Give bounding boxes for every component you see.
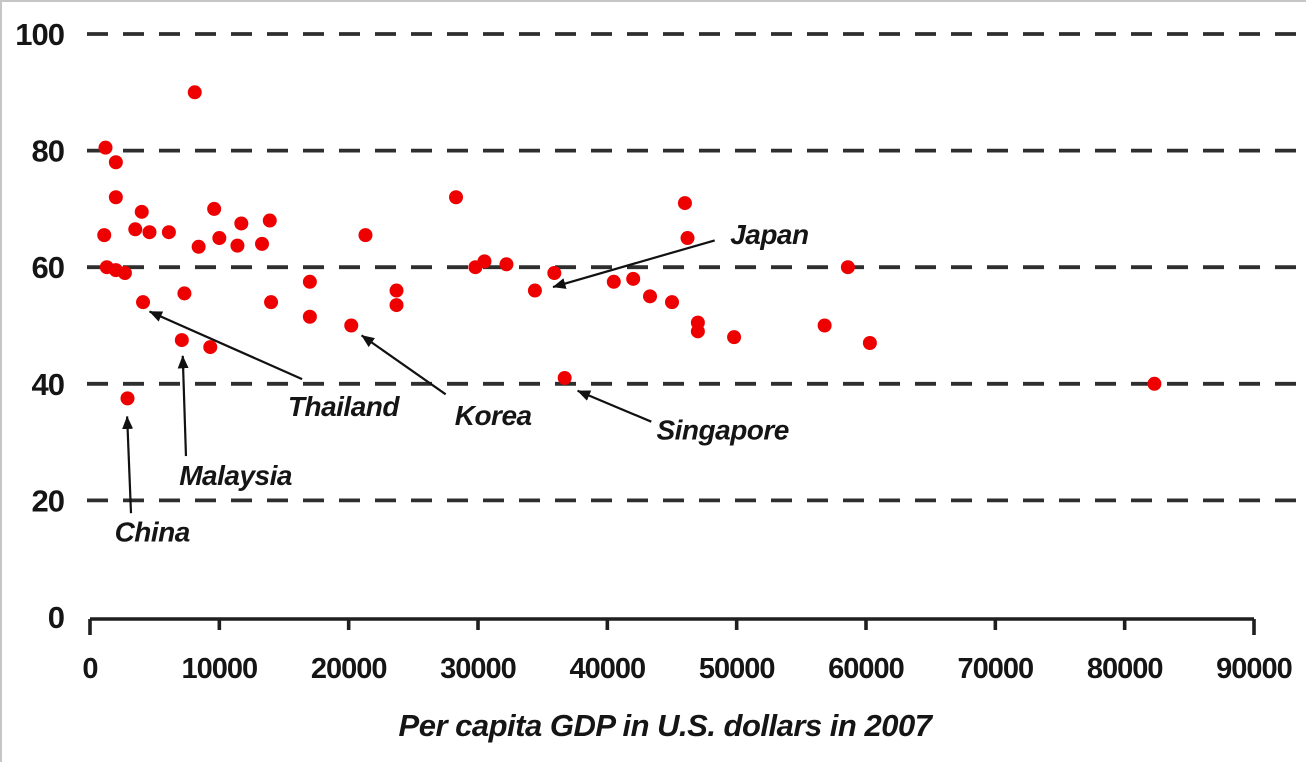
data-point-7: [128, 222, 143, 237]
y-tick-label-80: 80: [32, 134, 64, 169]
data-point-21: [136, 295, 151, 310]
data-point-8: [142, 225, 157, 240]
data-point-33: [477, 254, 492, 269]
data-point-4: [207, 201, 222, 216]
data-point-22: [264, 295, 279, 310]
x-tick-label-40000: 40000: [570, 653, 646, 685]
data-point-50: [1147, 376, 1162, 391]
data-point-29: [174, 333, 189, 348]
data-point-43: [680, 231, 695, 246]
y-tick-label-40: 40: [32, 367, 64, 402]
annotation-label-thailand: Thailand: [288, 391, 401, 422]
data-point-47: [817, 318, 832, 333]
data-point-3: [134, 204, 149, 219]
x-tick-label-70000: 70000: [958, 653, 1034, 685]
data-point-40: [643, 289, 658, 304]
data-point-2: [108, 190, 123, 205]
data-point-42: [677, 196, 692, 211]
annotation-arrows: [122, 239, 715, 514]
x-tick-label-30000: 30000: [440, 653, 516, 685]
x-tick-label-0: 0: [82, 653, 97, 685]
data-point-35: [527, 283, 542, 298]
annotation-labels: Japan Thailand Korea Singapore Malaysia China: [115, 219, 810, 547]
annotation-arrow-malaysia: [177, 355, 189, 457]
annotation-arrow-japan: [552, 239, 715, 289]
x-axis-title: Per capita GDP in U.S. dollars in 2007: [399, 708, 934, 743]
axes-group: 0 20 40 60 80 100 0 10000 20000 30000 40000 50000 60…: [15, 17, 1293, 685]
data-point-6: [97, 228, 112, 243]
x-tick-label-50000: 50000: [699, 653, 775, 685]
annotation-label-korea: Korea: [455, 400, 532, 431]
data-point-10: [234, 216, 249, 231]
gridlines-group: [87, 32, 1300, 503]
data-point-49: [862, 335, 877, 350]
data-point-27: [389, 298, 404, 313]
data-point-19: [117, 266, 132, 281]
data-point-39: [626, 271, 641, 286]
data-point-16: [358, 228, 373, 243]
data-point-12: [212, 231, 227, 246]
data-point-5: [187, 85, 202, 100]
data-point-30: [203, 340, 218, 355]
data-point-20: [177, 286, 192, 301]
annotation-arrow-korea: [360, 334, 447, 396]
annotation-label-singapore: Singapore: [656, 414, 788, 445]
annotation-label-japan: Japan: [730, 219, 808, 250]
y-tick-label-0: 0: [48, 600, 64, 635]
data-point-45: [690, 324, 705, 339]
data-point-28: [120, 391, 135, 406]
data-point-25: [344, 318, 359, 333]
data-point-46: [727, 330, 742, 345]
annotation-label-china: China: [115, 516, 190, 547]
y-tick-label-60: 60: [32, 250, 64, 285]
data-point-15: [255, 236, 270, 251]
data-point-37: [557, 370, 572, 385]
data-point-24: [302, 309, 317, 324]
data-point-48: [840, 260, 855, 275]
annotation-arrow-thailand: [149, 310, 303, 381]
data-point-14: [230, 238, 245, 253]
x-tick-label-90000: 90000: [1216, 653, 1292, 685]
y-tick-label-20: 20: [32, 483, 64, 518]
data-point-23: [302, 274, 317, 289]
data-point-1: [108, 155, 123, 170]
x-tick-label-80000: 80000: [1087, 653, 1163, 685]
data-point-31: [449, 190, 464, 205]
x-tick-label-10000: 10000: [182, 653, 258, 685]
data-point-26: [389, 283, 404, 298]
data-point-9: [161, 225, 176, 240]
x-tick-label-60000: 60000: [828, 653, 904, 685]
data-point-36: [547, 266, 562, 281]
annotation-arrow-singapore: [577, 389, 652, 423]
y-tick-label-100: 100: [15, 17, 64, 52]
data-point-38: [606, 274, 621, 289]
annotation-arrow-china: [122, 415, 134, 514]
x-tick-label-20000: 20000: [311, 653, 387, 685]
data-points-group: [97, 85, 1162, 406]
data-point-34: [499, 257, 514, 272]
data-point-41: [665, 295, 679, 310]
data-point-13: [191, 239, 206, 254]
data-point-0: [98, 140, 113, 155]
data-point-11: [262, 213, 277, 228]
annotation-label-malaysia: Malaysia: [179, 460, 292, 491]
